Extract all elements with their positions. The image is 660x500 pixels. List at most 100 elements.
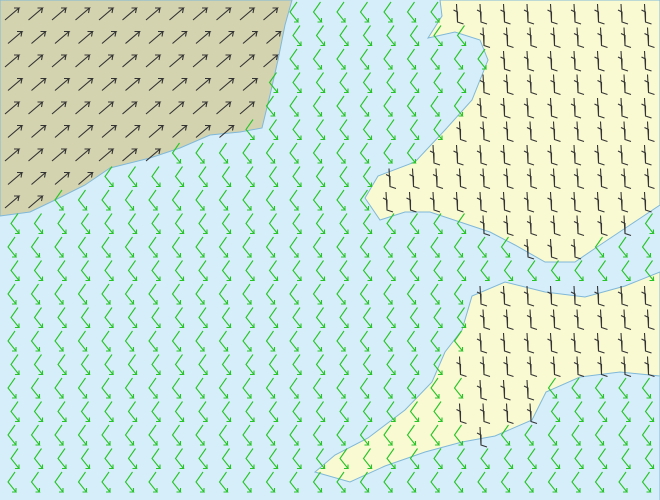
- wind-barb: [101, 124, 118, 138]
- wind-barb: [245, 119, 256, 141]
- wind-barb: [33, 213, 44, 235]
- wind-barb: [239, 101, 256, 115]
- wind-barb: [101, 424, 112, 446]
- wind-barb: [429, 191, 441, 213]
- wind-barb: [430, 236, 441, 258]
- wind-barb: [104, 166, 115, 188]
- wind-barb: [101, 377, 112, 399]
- wind-barb: [104, 354, 115, 376]
- wind-barb: [477, 48, 488, 70]
- wind-barb: [597, 309, 608, 331]
- wind-barb: [594, 97, 605, 119]
- wind-barb: [386, 213, 397, 235]
- wind-barb: [359, 1, 370, 23]
- wind-barb: [547, 238, 558, 260]
- wind-barb: [383, 330, 394, 352]
- wind-barb: [573, 356, 585, 378]
- wind-barb: [122, 101, 138, 115]
- wind-barb: [476, 97, 488, 119]
- wind-barb: [432, 168, 444, 190]
- wind-barb: [292, 401, 303, 423]
- wind-barb: [292, 260, 303, 282]
- wind-barb: [644, 213, 655, 235]
- wind-barb: [7, 330, 18, 352]
- wind-barb: [570, 191, 582, 213]
- wind-barb: [526, 27, 538, 49]
- wind-barb: [292, 72, 303, 94]
- wind-barb: [245, 213, 256, 235]
- wind-barb: [479, 215, 491, 237]
- land-south: [313, 271, 660, 500]
- wind-barb: [618, 424, 629, 446]
- wind-barb: [339, 448, 350, 470]
- wind-barb: [77, 283, 88, 305]
- wind-barb: [54, 189, 65, 211]
- wind-barb: [479, 168, 491, 190]
- wind-barb: [503, 74, 514, 96]
- wind-barb: [527, 448, 538, 470]
- wind-barb: [221, 448, 232, 470]
- wind-barb: [151, 448, 162, 470]
- wind-barb: [263, 7, 279, 21]
- wind-barb: [453, 144, 464, 166]
- wind-barb: [78, 77, 94, 91]
- wind-barb: [336, 1, 347, 23]
- wind-barb: [523, 97, 535, 119]
- wind-barb: [195, 424, 206, 446]
- wind-barb: [218, 189, 229, 211]
- wind-barb: [573, 309, 585, 331]
- wind-barb: [31, 124, 47, 138]
- wind-barb: [265, 283, 276, 305]
- wind-barb: [617, 3, 629, 25]
- wind-barb: [430, 377, 441, 399]
- wind-barb: [618, 377, 629, 399]
- wind-barb: [221, 401, 232, 423]
- wind-barb: [98, 148, 115, 162]
- wind-barb: [547, 50, 558, 72]
- wind-barb: [406, 142, 417, 164]
- wind-barb: [433, 72, 444, 94]
- wind-barb: [174, 166, 185, 188]
- wind-barb: [383, 142, 394, 164]
- wind-barb: [359, 142, 370, 164]
- wind-barb: [523, 379, 535, 401]
- wind-barb: [453, 236, 464, 258]
- wind-barb: [641, 3, 652, 25]
- wind-barb: [359, 189, 370, 211]
- wind-barb: [33, 401, 44, 423]
- wind-barb: [7, 283, 18, 305]
- wind-barb: [547, 424, 558, 446]
- wind-barb: [550, 27, 561, 49]
- wind-barb: [75, 7, 91, 21]
- wind-barb: [406, 191, 417, 213]
- wind-barb: [10, 354, 21, 376]
- wind-barb: [242, 471, 253, 493]
- wind-barb: [503, 448, 514, 470]
- wind-barb: [268, 119, 279, 141]
- land-southwest: [0, 0, 293, 217]
- wind-barb: [523, 50, 535, 72]
- wind-barb: [359, 236, 370, 258]
- wind-barb: [30, 424, 41, 446]
- wind-barb: [192, 101, 209, 115]
- wind-barb: [641, 97, 652, 119]
- wind-barb: [265, 236, 276, 258]
- wind-barb: [617, 144, 629, 166]
- wind-barb: [122, 54, 138, 68]
- wind-barb: [336, 377, 347, 399]
- wind-barb: [245, 260, 256, 282]
- wind-barb: [550, 401, 561, 423]
- wind-barb: [28, 7, 44, 21]
- wind-barb: [597, 27, 608, 49]
- wind-barb: [30, 377, 41, 399]
- wind-barb: [315, 260, 326, 282]
- wind-barb: [479, 403, 491, 425]
- wind-barb: [453, 95, 464, 117]
- wind-barb: [51, 148, 68, 162]
- wind-barb: [336, 48, 347, 70]
- wind-barb: [124, 189, 135, 211]
- wind-barb: [480, 260, 491, 282]
- wind-barb: [409, 72, 420, 94]
- wind-barb: [315, 119, 326, 141]
